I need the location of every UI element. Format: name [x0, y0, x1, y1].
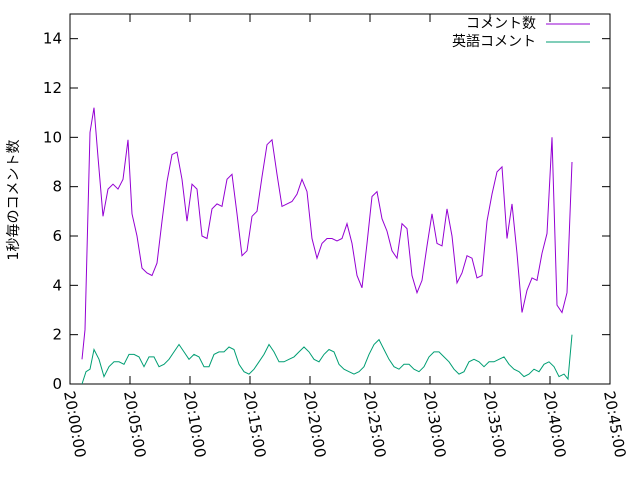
- plot-border: [69, 13, 611, 385]
- y-tick-label: 6: [52, 227, 62, 245]
- x-tick-label: 20:40:00: [540, 390, 569, 459]
- y-axis-ticks: 0 2 4 6 8 10 12 14: [43, 30, 610, 393]
- x-tick-label: 20:00:00: [60, 390, 89, 459]
- legend-label-comments: コメント数: [466, 16, 536, 32]
- x-tick-label: 20:05:00: [120, 390, 149, 459]
- x-tick-label: 20:45:00: [600, 390, 629, 459]
- y-axis-label: 1秒毎のコメント数: [6, 140, 22, 261]
- x-tick-label: 20:35:00: [480, 390, 509, 459]
- x-tick-label: 20:25:00: [360, 390, 389, 459]
- y-tick-label: 14: [43, 30, 62, 48]
- y-tick-label: 0: [52, 375, 62, 393]
- y-tick-label: 10: [43, 128, 62, 146]
- legend: コメント数 英語コメント: [452, 16, 590, 50]
- x-axis-ticks: 20:00:00 20:05:00 20:10:00 20:15:00 20:20:00…: [60, 14, 629, 459]
- x-tick-label: 20:30:00: [420, 390, 449, 459]
- y-tick-label: 4: [52, 276, 62, 294]
- y-tick-label: 8: [52, 178, 62, 196]
- plot-frame: [69, 13, 611, 385]
- y-tick-label: 12: [43, 79, 62, 97]
- series-line-1: [81, 334, 573, 385]
- legend-label-english-comments: 英語コメント: [452, 33, 536, 50]
- series-line-0: [81, 107, 573, 360]
- y-tick-label: 2: [52, 326, 62, 344]
- x-tick-label: 20:20:00: [300, 390, 329, 459]
- series-lines: [81, 107, 573, 385]
- x-tick-label: 20:10:00: [180, 390, 209, 459]
- x-tick-label: 20:15:00: [240, 390, 269, 459]
